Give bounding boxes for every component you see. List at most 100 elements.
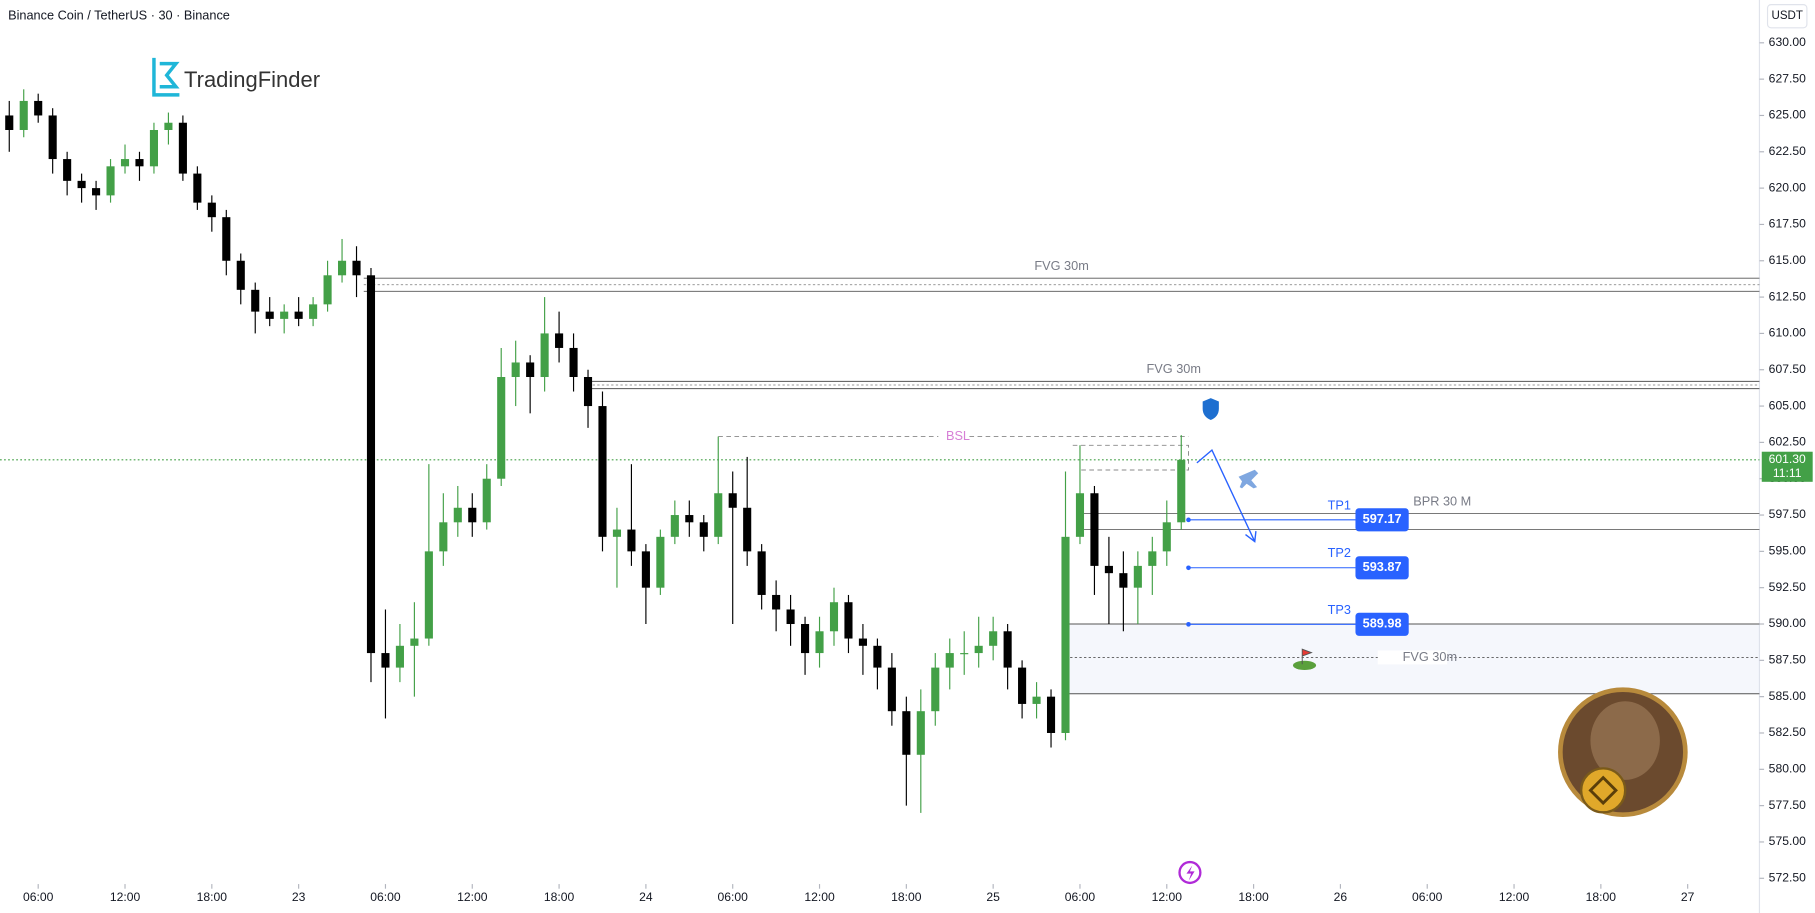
y-tick-label: 577.50 xyxy=(1769,798,1806,812)
coin xyxy=(1580,767,1627,814)
candle-body xyxy=(555,333,564,348)
candle-body xyxy=(236,260,245,290)
candle-body xyxy=(164,122,173,130)
candle-body xyxy=(1148,551,1157,566)
candle-body xyxy=(468,507,477,523)
candle-body xyxy=(5,115,14,130)
candle-body xyxy=(858,638,867,646)
candle-body xyxy=(627,529,636,552)
fvg-label: FVG 30m xyxy=(1147,361,1201,376)
candle-body xyxy=(1104,565,1113,574)
y-tick-label: 580.00 xyxy=(1769,762,1806,776)
y-tick-label: 587.50 xyxy=(1769,653,1806,667)
candle-body xyxy=(916,711,925,755)
bsl-label-bg xyxy=(938,428,969,445)
candle-body xyxy=(1003,631,1012,668)
candle-body xyxy=(193,173,202,203)
y-tick-label: 620.00 xyxy=(1769,180,1806,194)
last-price-box xyxy=(1761,451,1813,482)
plane-icon xyxy=(1238,469,1259,489)
y-tick-label: 610.00 xyxy=(1769,326,1806,340)
candle-body xyxy=(772,594,781,610)
y-tick-label: 592.50 xyxy=(1769,580,1806,594)
candle-body xyxy=(323,275,332,305)
candle-body xyxy=(728,493,737,508)
candle-body xyxy=(801,624,810,654)
candle-body xyxy=(19,100,28,130)
countdown: 11:11 xyxy=(1773,466,1802,480)
candle-body xyxy=(1090,493,1099,566)
candle-body xyxy=(497,377,506,479)
target-name: TP1 xyxy=(1328,497,1351,512)
lightning-icon xyxy=(1178,860,1202,885)
candle-body xyxy=(844,602,853,639)
bear-face xyxy=(1590,701,1660,780)
candle-body xyxy=(63,159,72,181)
logo-text: TradingFinder xyxy=(184,67,320,92)
candle-body xyxy=(92,188,101,196)
logo-icon xyxy=(152,57,180,97)
x-tick-label: 12:00 xyxy=(110,890,141,904)
candle-body xyxy=(974,645,983,654)
candle-body xyxy=(685,515,694,523)
candle-body xyxy=(540,333,549,378)
bsl-label: BSL xyxy=(946,428,970,443)
x-tick-label: 12:00 xyxy=(457,890,488,904)
candle-body xyxy=(786,609,795,625)
y-tick-label: 572.50 xyxy=(1769,870,1806,884)
candle-body xyxy=(149,129,159,167)
candle-body xyxy=(873,645,882,668)
candle-body xyxy=(280,311,289,319)
plot: FVG 30m FVG 30m FVG 30m BSL BPR 30 M 597.17 TP… xyxy=(0,89,1760,813)
liquidity-box xyxy=(1072,444,1189,471)
last-price-label: 601.30 xyxy=(1769,452,1806,466)
candle-body xyxy=(1119,573,1128,588)
x-tick-label: 18:00 xyxy=(1238,890,1269,904)
candle-body xyxy=(569,347,578,378)
candle-body xyxy=(598,406,607,537)
target-name: TP3 xyxy=(1328,602,1351,617)
candle-body xyxy=(337,260,347,276)
y-tick-label: 582.50 xyxy=(1769,725,1806,739)
candle-body xyxy=(410,638,419,646)
x-tick-label: 06:00 xyxy=(23,890,54,904)
candle-body xyxy=(1046,696,1056,733)
candle-body xyxy=(106,166,115,196)
coin-logo xyxy=(1588,775,1618,806)
candle-body xyxy=(352,260,361,276)
x-tick-label: 18:00 xyxy=(197,890,228,904)
x-tick-label: 06:00 xyxy=(718,890,749,904)
x-tick-label: 27 xyxy=(1681,890,1695,904)
chart-title: Binance Coin / TetherUS · 30 · Binance xyxy=(8,8,230,23)
x-tick-label: 24 xyxy=(639,890,653,904)
target-value: 597.17 xyxy=(1363,511,1402,526)
candle-body xyxy=(381,653,390,668)
fvg-label: FVG 30m xyxy=(1403,649,1457,664)
y-tick-label: 597.50 xyxy=(1769,507,1806,521)
target-name: TP2 xyxy=(1328,545,1351,560)
flag-green xyxy=(1292,660,1317,670)
currency-box[interactable] xyxy=(1766,4,1808,29)
candle-body xyxy=(1177,459,1186,523)
target-value: 589.98 xyxy=(1363,616,1402,631)
x-tick-label: 18:00 xyxy=(891,890,922,904)
candle-body xyxy=(453,507,462,523)
candle-body xyxy=(699,522,708,537)
candle-body xyxy=(120,159,130,167)
lightning-bolt xyxy=(1186,865,1195,881)
candle-body xyxy=(77,180,86,189)
candle-body xyxy=(526,362,535,378)
candle-body xyxy=(1162,522,1171,552)
target-box xyxy=(1355,612,1409,636)
candle-body xyxy=(989,631,998,646)
target-value: 593.87 xyxy=(1363,559,1402,574)
y-tick-label: 615.00 xyxy=(1769,253,1806,267)
candle-body xyxy=(945,653,954,668)
x-tick-label: 12:00 xyxy=(1152,890,1183,904)
x-tick-label: 23 xyxy=(292,890,306,904)
y-tick-label: 622.50 xyxy=(1769,144,1806,158)
y-tick-label: 630.00 xyxy=(1769,35,1806,49)
